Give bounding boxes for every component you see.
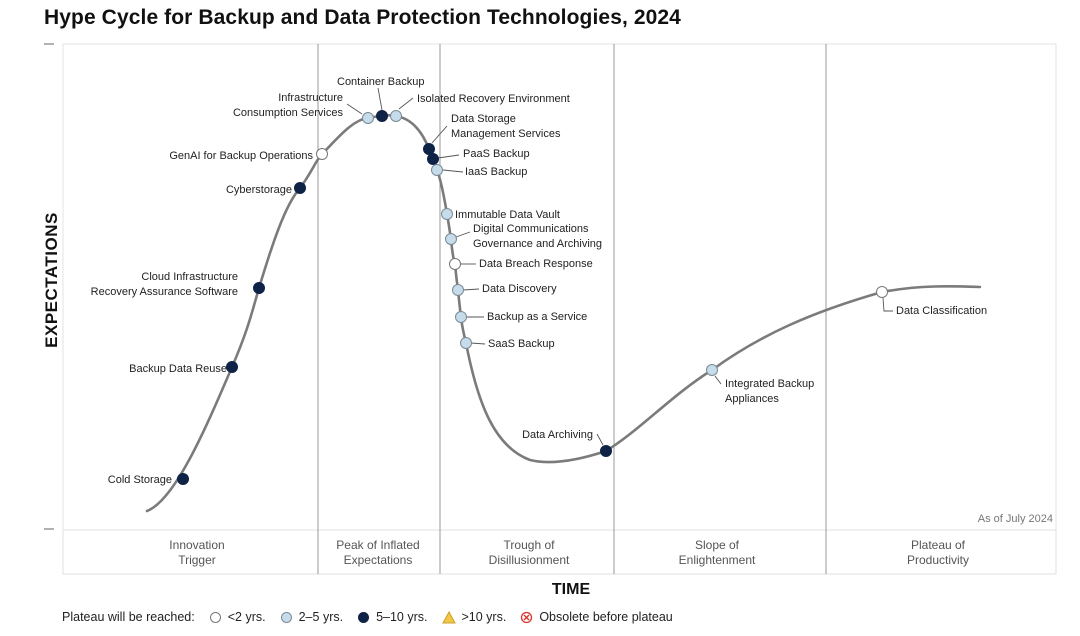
label-cold-storage: Cold Storage [108, 474, 172, 486]
red-x-circle-icon [521, 611, 533, 623]
marker-data-classification [876, 286, 888, 298]
label-data-breach-response: Data Breach Response [479, 258, 593, 270]
chart-title: Hype Cycle for Backup and Data Protectio… [44, 6, 681, 29]
marker-backup-as-a-service [455, 311, 467, 323]
label-backup-data-reuse: Backup Data Reuse [129, 363, 227, 375]
yellow-triangle-icon [441, 610, 456, 623]
label-immutable-data-vault: Immutable Data Vault [455, 209, 560, 221]
leader-integrated-backup-appliances [714, 375, 722, 385]
leader-iaas-backup [442, 169, 464, 173]
label-container-backup: Container Backup [337, 76, 424, 88]
leader-paas-backup [437, 154, 460, 159]
phase-slope-of-enlightenment: Slope of Enlightenment [678, 538, 756, 567]
marker-backup-data-reuse [226, 361, 238, 373]
label-iaas-backup: IaaS Backup [465, 166, 527, 178]
marker-immutable-data-vault [441, 208, 453, 220]
label-cloud-infrastructure-recovery-assurance-software: Cloud Infrastructure Recovery Assurance S… [91, 271, 238, 298]
leader-data-archiving [596, 433, 604, 446]
legend-item-obsolete: Obsolete before plateau [520, 610, 673, 624]
marker-data-storage-management-services [423, 143, 435, 155]
marker-data-discovery [452, 284, 464, 296]
legend-label-gt10: >10 yrs. [461, 610, 507, 624]
legend-item-5to10: 5–10 yrs. [357, 610, 428, 624]
legend-item-gt10: >10 yrs. [441, 610, 507, 624]
marker-genai-for-backup-operations [316, 148, 328, 160]
leader-infrastructure-consumption-services [346, 103, 363, 115]
marker-cold-storage [177, 473, 189, 485]
label-data-archiving: Data Archiving [522, 429, 593, 441]
leader-data-storage-management-services [431, 125, 448, 144]
technology-labels: Cold Storage Backup Data Reuse Cloud Infra… [91, 76, 987, 486]
label-paas-backup: PaaS Backup [463, 148, 530, 160]
marker-container-backup [376, 110, 388, 122]
label-cyberstorage: Cyberstorage [226, 184, 292, 196]
marker-cloud-infrastructure-recovery-assurance-software [253, 282, 265, 294]
marker-digital-communications-governance-and-archiving [445, 233, 457, 245]
label-data-discovery: Data Discovery [482, 283, 557, 295]
leader-isolated-recovery-environment [398, 97, 414, 110]
marker-integrated-backup-appliances [706, 364, 718, 376]
technology-markers [177, 110, 888, 485]
phase-trough-of-disillusionment: Trough of Disillusionment [488, 538, 570, 567]
phase-plateau-of-productivity: Plateau of Productivity [906, 538, 970, 567]
legend-label-5to10: 5–10 yrs. [376, 610, 428, 624]
marker-data-archiving [600, 445, 612, 457]
as-of-date: As of July 2024 [977, 513, 1053, 525]
phase-band [62, 529, 1057, 575]
leader-data-classification [882, 297, 893, 312]
marker-data-breach-response [449, 258, 461, 270]
phase-peak-of-inflated-expectations: Peak of Inflated Expectations [336, 538, 420, 567]
y-axis-label: EXPECTATIONS [42, 212, 61, 348]
legend-item-2to5: 2–5 yrs. [280, 610, 343, 624]
x-axis-label: TIME [551, 581, 591, 598]
label-data-storage-management-services: Data Storage Management Services [451, 113, 561, 140]
marker-cyberstorage [294, 182, 306, 194]
dark-navy-circle-icon [358, 611, 370, 623]
label-infrastructure-consumption-services: Infrastructure Consumption Services [233, 92, 344, 119]
legend-label-obsolete: Obsolete before plateau [539, 610, 673, 624]
marker-iaas-backup [431, 164, 443, 176]
marker-paas-backup [427, 153, 439, 165]
label-genai-for-backup-operations: GenAI for Backup Operations [169, 150, 313, 162]
legend-label-lt2: <2 yrs. [227, 610, 266, 624]
leader-digital-communications-governance-and-archiving [455, 231, 471, 238]
label-digital-communications-governance-and-archiving: Digital Communications Governance and Arc… [473, 223, 602, 250]
label-integrated-backup-appliances: Integrated Backup Appliances [725, 378, 814, 405]
label-backup-as-a-service: Backup as a Service [487, 311, 587, 323]
leader-saas-backup [470, 342, 486, 345]
legend-label-2to5: 2–5 yrs. [298, 610, 344, 624]
legend: Plateau will be reached: <2 yrs. 2–5 yrs… [62, 610, 673, 624]
white-circle-icon [209, 611, 221, 623]
legend-item-lt2: <2 yrs. [209, 610, 266, 624]
leader-container-backup [377, 87, 383, 111]
leader-data-discovery [462, 288, 480, 291]
label-isolated-recovery-environment: Isolated Recovery Environment [417, 93, 570, 105]
marker-infrastructure-consumption-services [362, 112, 374, 124]
legend-prefix: Plateau will be reached: [62, 610, 195, 624]
light-blue-circle-icon [280, 611, 292, 623]
marker-isolated-recovery-environment [390, 110, 402, 122]
phase-innovation-trigger: Innovation Trigger [169, 538, 225, 567]
label-saas-backup: SaaS Backup [488, 338, 555, 350]
leader-lines [346, 87, 893, 446]
marker-saas-backup [460, 337, 472, 349]
label-data-classification: Data Classification [896, 305, 987, 317]
